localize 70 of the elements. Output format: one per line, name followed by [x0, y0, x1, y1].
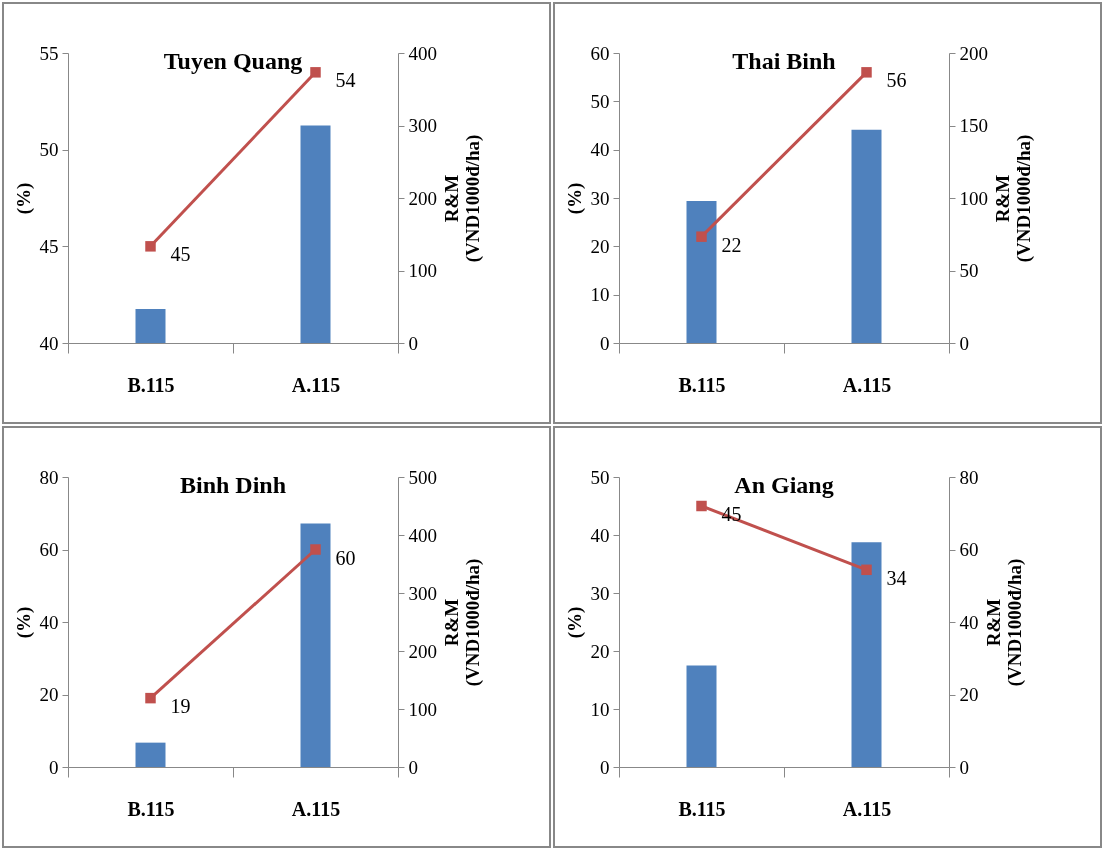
y-tick-label: 0	[49, 756, 59, 778]
y-tick-label: 40	[590, 524, 610, 546]
y-axis-title: (%)	[563, 182, 586, 215]
y2-tick-label: 0	[408, 332, 418, 354]
y-tick-label: 30	[590, 582, 610, 604]
x-tick-label: B.115	[678, 373, 726, 396]
y2-tick-label: 400	[408, 524, 437, 546]
y2-tick-label: 0	[959, 756, 969, 778]
y-tick-label: 45	[39, 235, 59, 257]
x-tick-label: B.115	[127, 373, 175, 396]
x-tick-label: A.115	[842, 373, 892, 396]
y-tick-label: 50	[590, 466, 610, 488]
y2-tick-label: 200	[408, 640, 437, 662]
y2-tick-label: 150	[959, 115, 988, 136]
y2-tick-label: 80	[959, 466, 979, 488]
y2-tick-label: 400	[408, 42, 437, 64]
y-tick-label: 0	[600, 756, 610, 778]
y2-axis-title: R&M (VND1000đ/ha)	[441, 134, 484, 263]
data-label: 56	[886, 69, 907, 92]
chart-title: An Giang	[734, 472, 834, 498]
x-tick-label: A.115	[291, 797, 341, 820]
y-tick-label: 40	[590, 139, 610, 161]
y-tick-label: 20	[39, 684, 59, 705]
y2-tick-label: 500	[408, 466, 437, 488]
y2-tick-label: 100	[408, 698, 437, 720]
y2-tick-label: 100	[408, 260, 437, 281]
y2-tick-label: 200	[959, 42, 988, 64]
y2-axis-title: R&M (VND1000đ/ha)	[992, 134, 1035, 263]
y2-tick-label: 0	[959, 332, 969, 354]
y2-tick-label: 60	[959, 539, 979, 560]
y-tick-label: 20	[590, 235, 610, 257]
y2-tick-label: 300	[408, 582, 437, 604]
y2-tick-label: 20	[959, 684, 979, 705]
x-tick-label: B.115	[678, 797, 726, 820]
x-tick-label: A.115	[291, 373, 341, 396]
y2-axis-title: R&M (VND1000đ/ha)	[441, 558, 484, 687]
y-axis-title: (%)	[12, 182, 35, 215]
y-tick-label: 80	[39, 466, 59, 488]
chart-title: Thai Binh	[732, 48, 836, 74]
y2-tick-label: 100	[959, 187, 988, 209]
y-tick-label: 40	[39, 332, 59, 354]
data-label: 45	[170, 243, 191, 266]
y-axis-title: (%)	[12, 606, 35, 639]
y2-tick-label: 50	[959, 260, 979, 281]
x-tick-label: B.115	[127, 797, 175, 820]
data-label: 34	[886, 566, 907, 589]
y2-tick-label: 200	[408, 187, 437, 209]
chart-title: Binh Dinh	[179, 472, 287, 498]
y-axis-title: (%)	[563, 606, 586, 639]
chart-title: Tuyen Quang	[163, 48, 303, 74]
x-tick-label: A.115	[842, 797, 892, 820]
y2-axis-title: R&M (VND1000đ/ha)	[982, 558, 1026, 687]
y-tick-label: 10	[590, 698, 610, 720]
data-label: 54	[335, 69, 356, 92]
y-tick-label: 30	[590, 187, 610, 209]
y-tick-label: 50	[39, 139, 59, 161]
y-tick-label: 20	[590, 640, 610, 662]
y-tick-label: 60	[39, 539, 59, 560]
data-label: 22	[721, 233, 742, 256]
y-tick-label: 10	[590, 284, 610, 306]
y-tick-label: 40	[39, 611, 59, 633]
y2-tick-label: 40	[959, 611, 979, 633]
y-tick-label: 50	[590, 90, 610, 112]
y2-tick-label: 0	[408, 756, 418, 778]
data-label: 19	[170, 695, 191, 718]
y-tick-label: 0	[600, 332, 610, 354]
data-label: 60	[335, 546, 356, 569]
y-tick-label: 60	[590, 42, 610, 64]
y-tick-label: 55	[39, 42, 59, 64]
y2-tick-label: 300	[408, 115, 437, 136]
